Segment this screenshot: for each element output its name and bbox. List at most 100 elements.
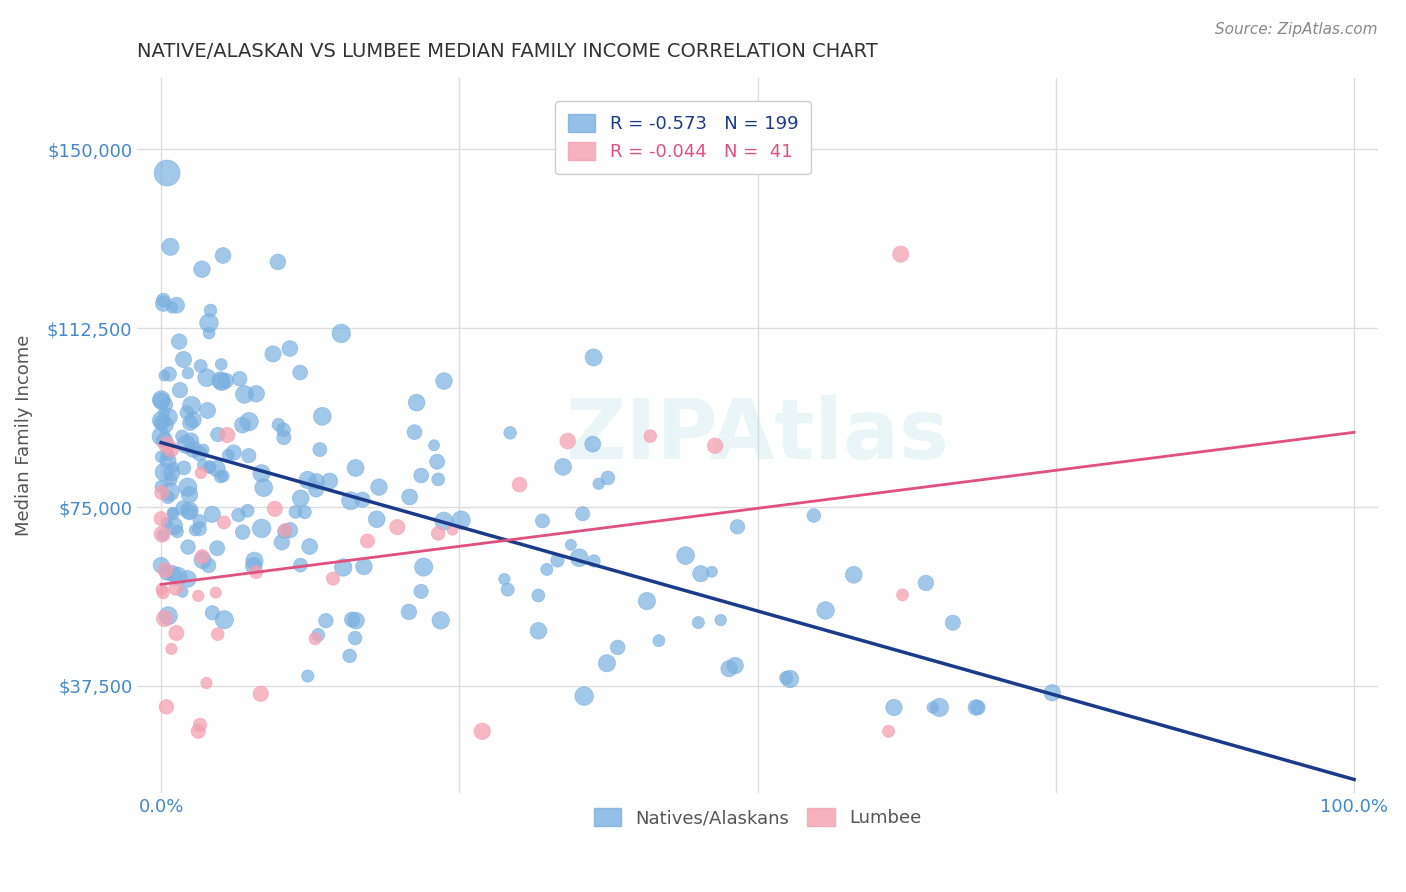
Point	[197, 558, 219, 573]
Point	[273, 431, 295, 445]
Point	[700, 565, 723, 579]
Point	[294, 505, 316, 519]
Point	[150, 480, 173, 494]
Point	[159, 484, 181, 499]
Point	[152, 528, 174, 542]
Point	[155, 438, 177, 452]
Point	[298, 540, 321, 554]
Text: NATIVE/ALASKAN VS LUMBEE MEDIAN FAMILY INCOME CORRELATION CHART: NATIVE/ALASKAN VS LUMBEE MEDIAN FAMILY I…	[138, 42, 877, 61]
Point	[572, 689, 595, 703]
Point	[273, 423, 295, 437]
Point	[568, 550, 591, 565]
Point	[640, 429, 662, 443]
Point	[212, 516, 235, 530]
Point	[582, 437, 605, 451]
Point	[150, 392, 173, 407]
Point	[184, 523, 207, 537]
Point	[160, 641, 183, 656]
Y-axis label: Median Family Income: Median Family Income	[15, 334, 32, 536]
Point	[190, 359, 212, 373]
Point	[340, 613, 363, 627]
Point	[205, 541, 228, 556]
Point	[356, 533, 378, 548]
Point	[441, 523, 464, 537]
Point	[339, 648, 361, 663]
Point	[157, 367, 180, 381]
Point	[169, 383, 191, 397]
Point	[209, 373, 232, 387]
Point	[404, 425, 426, 439]
Point	[174, 437, 197, 451]
Point	[190, 466, 212, 480]
Point	[238, 449, 260, 463]
Point	[427, 526, 450, 541]
Point	[153, 368, 176, 383]
Point	[188, 446, 211, 460]
Point	[551, 459, 574, 474]
Point	[1040, 686, 1063, 700]
Point	[290, 558, 312, 573]
Point	[157, 490, 180, 504]
Point	[172, 585, 194, 599]
Point	[471, 724, 494, 739]
Point	[163, 519, 186, 533]
Point	[157, 608, 180, 623]
Point	[207, 627, 229, 641]
Point	[150, 558, 173, 573]
Point	[309, 442, 332, 457]
Point	[267, 255, 290, 269]
Point	[877, 724, 900, 739]
Point	[305, 475, 328, 489]
Point	[262, 347, 284, 361]
Point	[509, 477, 531, 491]
Point	[245, 386, 267, 401]
Point	[159, 240, 181, 254]
Point	[166, 524, 188, 539]
Point	[176, 405, 198, 419]
Point	[156, 516, 179, 530]
Text: ZIPAtlas: ZIPAtlas	[565, 395, 949, 476]
Point	[527, 589, 550, 603]
Point	[305, 483, 328, 497]
Point	[198, 326, 221, 340]
Point	[172, 429, 194, 443]
Point	[779, 672, 801, 686]
Point	[366, 512, 388, 526]
Point	[967, 700, 990, 714]
Point	[727, 520, 749, 534]
Point	[177, 366, 200, 380]
Point	[177, 572, 200, 586]
Point	[167, 569, 190, 583]
Point	[181, 413, 204, 427]
Point	[150, 450, 173, 464]
Point	[606, 640, 628, 655]
Point	[803, 508, 825, 523]
Point	[921, 700, 943, 714]
Point	[179, 416, 201, 430]
Point	[915, 576, 938, 591]
Point	[195, 676, 218, 690]
Point	[162, 566, 184, 581]
Point	[571, 507, 593, 521]
Point	[150, 413, 173, 427]
Point	[304, 632, 326, 646]
Point	[274, 523, 297, 537]
Point	[150, 429, 173, 443]
Point	[814, 603, 837, 617]
Point	[387, 520, 409, 534]
Point	[596, 656, 619, 670]
Point	[409, 584, 432, 599]
Point	[187, 589, 209, 603]
Point	[238, 415, 260, 429]
Point	[191, 458, 214, 472]
Point	[297, 473, 319, 487]
Point	[193, 442, 215, 457]
Point	[724, 658, 747, 673]
Point	[710, 613, 733, 627]
Point	[217, 448, 239, 462]
Point	[318, 474, 340, 488]
Point	[243, 554, 266, 568]
Point	[290, 491, 312, 506]
Point	[173, 352, 195, 367]
Point	[155, 699, 177, 714]
